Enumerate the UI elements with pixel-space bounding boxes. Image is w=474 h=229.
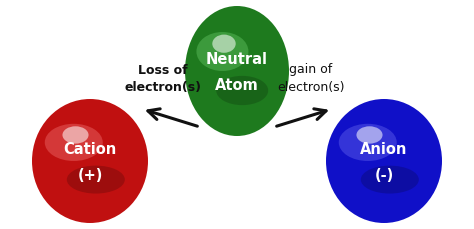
Ellipse shape (45, 124, 103, 161)
Ellipse shape (216, 76, 268, 106)
Ellipse shape (361, 166, 419, 194)
Text: electron(s): electron(s) (125, 81, 201, 94)
Text: Atom: Atom (215, 78, 259, 93)
Text: electron(s): electron(s) (277, 81, 345, 94)
Ellipse shape (326, 100, 442, 223)
Ellipse shape (32, 100, 148, 223)
Ellipse shape (185, 7, 289, 136)
Text: (-): (-) (374, 168, 393, 183)
Text: Neutral: Neutral (206, 52, 268, 67)
Text: Anion: Anion (360, 142, 408, 157)
Ellipse shape (339, 124, 397, 161)
Ellipse shape (212, 35, 236, 54)
Text: gain of: gain of (289, 63, 333, 76)
Ellipse shape (63, 127, 89, 144)
Ellipse shape (196, 33, 248, 72)
Ellipse shape (67, 166, 125, 194)
Text: Cation: Cation (64, 142, 117, 157)
Text: Loss of: Loss of (138, 63, 188, 76)
Ellipse shape (356, 127, 383, 144)
Text: (+): (+) (77, 168, 103, 183)
